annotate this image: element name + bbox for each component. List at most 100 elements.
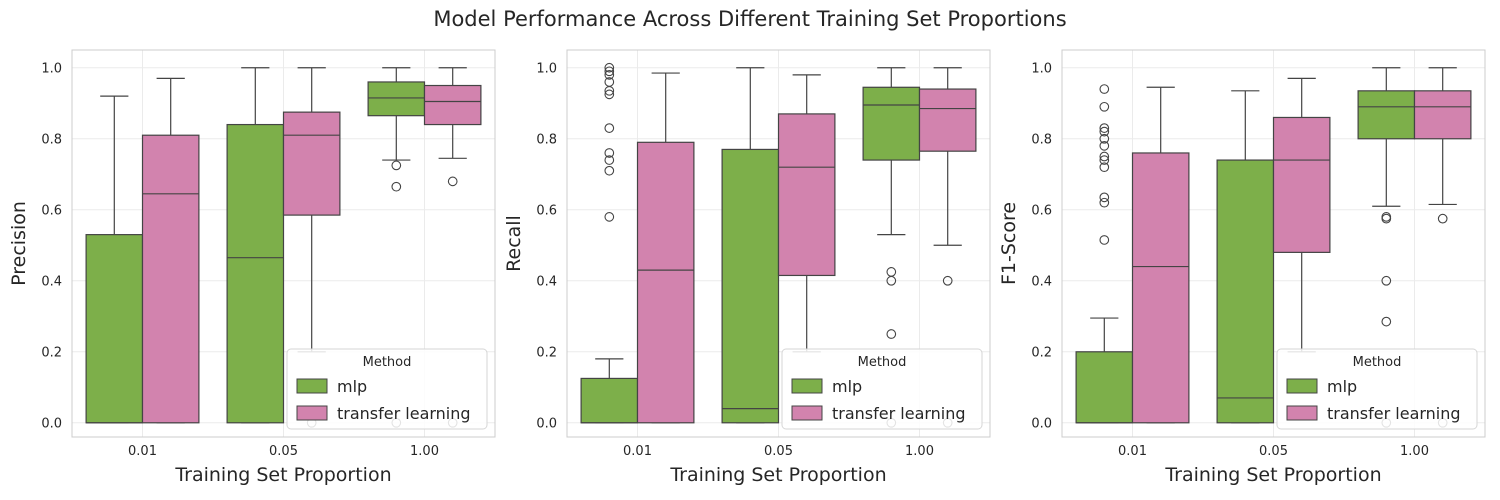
outlier-point <box>1099 235 1110 245</box>
outlier-point <box>604 155 615 165</box>
outlier-point <box>1099 197 1110 208</box>
box-mlp-1.00 <box>1357 67 1416 428</box>
outlier-point <box>1099 192 1110 203</box>
x-tick-label: 0.05 <box>764 444 793 459</box>
box-iqr <box>1413 90 1472 140</box>
outlier-point <box>1099 123 1110 133</box>
legend-frame <box>781 348 983 430</box>
y-tick-label: 0.6 <box>1031 203 1052 218</box>
chart-panel-1: 0.0 0.2 0.4 0.6 0.8 1.0 0.01 0.05 1.00 Training S… <box>8 49 496 486</box>
box-iqr <box>918 88 977 152</box>
outlier-point <box>1099 126 1110 137</box>
legend-swatch <box>1286 405 1318 421</box>
outlier-point <box>447 176 458 187</box>
box-transfer-learning-1.00 <box>423 67 482 428</box>
box-iqr <box>1131 152 1190 424</box>
legend: Method mlp transfer learning <box>286 348 488 430</box>
y-tick-label: 0.8 <box>1031 132 1052 147</box>
y-tick-label: 1.0 <box>1031 61 1052 76</box>
box-iqr <box>636 141 695 424</box>
legend-swatch <box>296 378 328 394</box>
outlier-point <box>604 165 615 176</box>
box-iqr <box>1075 351 1134 424</box>
y-tick-label: 0.4 <box>1031 274 1052 289</box>
outlier-point <box>1381 275 1392 286</box>
y-tick-label: 0.8 <box>41 132 62 147</box>
legend-frame <box>1276 348 1478 430</box>
legend-entry-label: mlp <box>832 377 862 396</box>
y-axis-label: Recall <box>503 215 525 272</box>
outlier-point <box>391 160 402 171</box>
box-iqr <box>1272 116 1331 253</box>
outlier-point <box>604 66 615 77</box>
y-tick-label: 0.4 <box>41 274 62 289</box>
box-mlp-0.01 <box>1075 84 1134 424</box>
plot-frame <box>566 49 991 438</box>
box-transfer-learning-0.05 <box>1272 77 1331 353</box>
x-tick-label: 1.00 <box>905 444 934 459</box>
legend-frame <box>286 348 488 430</box>
legend-entry-label: transfer learning <box>1327 404 1461 423</box>
legend-title: Method <box>858 355 907 370</box>
y-tick-label: 1.0 <box>536 61 557 76</box>
outlier-point <box>391 181 402 192</box>
legend-title: Method <box>1353 355 1402 370</box>
box-iqr <box>777 113 836 277</box>
box-iqr <box>423 84 482 126</box>
legend-swatch <box>791 378 823 394</box>
box-transfer-learning-0.01 <box>141 77 200 424</box>
box-iqr <box>1216 159 1275 424</box>
outlier-point <box>604 62 615 73</box>
box-mlp-0.05 <box>721 67 780 424</box>
legend-entry-label: mlp <box>1327 377 1357 396</box>
y-axis-label: Precision <box>8 201 30 286</box>
y-tick-label: 0.6 <box>41 203 62 218</box>
y-tick-label: 0.8 <box>536 132 557 147</box>
box-transfer-learning-1.00 <box>1413 67 1472 428</box>
outlier-point <box>1099 141 1110 151</box>
box-mlp-0.01 <box>580 62 639 424</box>
x-tick-label: 1.00 <box>1400 444 1429 459</box>
y-tick-label: 0.0 <box>41 416 62 431</box>
plot-frame <box>71 49 496 438</box>
x-axis-label: Training Set Proportion <box>669 464 886 486</box>
box-transfer-learning-0.01 <box>636 72 695 424</box>
figure-title: Model Performance Across Different Train… <box>433 7 1066 31</box>
outlier-point <box>886 275 897 286</box>
legend-swatch <box>296 405 328 421</box>
box-iqr <box>1357 90 1416 140</box>
outlier-point <box>1099 162 1110 173</box>
box-mlp-1.00 <box>862 67 921 428</box>
y-tick-label: 0.2 <box>1031 345 1052 360</box>
outlier-point <box>604 212 615 222</box>
legend: Method mlp transfer learning <box>1276 348 1478 430</box>
y-tick-label: 0.2 <box>41 345 62 360</box>
x-tick-label: 0.01 <box>1118 444 1147 459</box>
box-iqr <box>85 234 144 424</box>
outlier-point <box>604 148 615 158</box>
legend-entry-label: mlp <box>337 377 367 396</box>
outlier-point <box>1099 155 1110 165</box>
box-mlp-0.05 <box>226 67 285 424</box>
box-mlp-0.05 <box>1216 90 1275 424</box>
y-tick-label: 0.4 <box>536 274 557 289</box>
x-tick-label: 1.00 <box>410 444 439 459</box>
chart-panel-2: 0.0 0.2 0.4 0.6 0.8 1.0 0.01 0.05 1.00 Training S… <box>503 49 991 486</box>
legend-entry-label: transfer learning <box>337 404 471 423</box>
legend-swatch <box>791 405 823 421</box>
outlier-point <box>886 329 897 339</box>
box-iqr <box>226 123 285 424</box>
outlier-point <box>1099 133 1110 144</box>
box-mlp-1.00 <box>367 67 426 428</box>
x-tick-label: 0.01 <box>128 444 157 459</box>
box-transfer-learning-1.00 <box>918 67 977 428</box>
y-tick-label: 0.0 <box>1031 416 1052 431</box>
y-axis-label: F1-Score <box>998 202 1020 285</box>
box-iqr <box>721 148 780 424</box>
plot-frame <box>1061 49 1486 438</box>
y-tick-label: 0.0 <box>536 416 557 431</box>
legend: Method mlp transfer learning <box>781 348 983 430</box>
box-iqr <box>862 86 921 161</box>
box-iqr <box>580 377 639 424</box>
